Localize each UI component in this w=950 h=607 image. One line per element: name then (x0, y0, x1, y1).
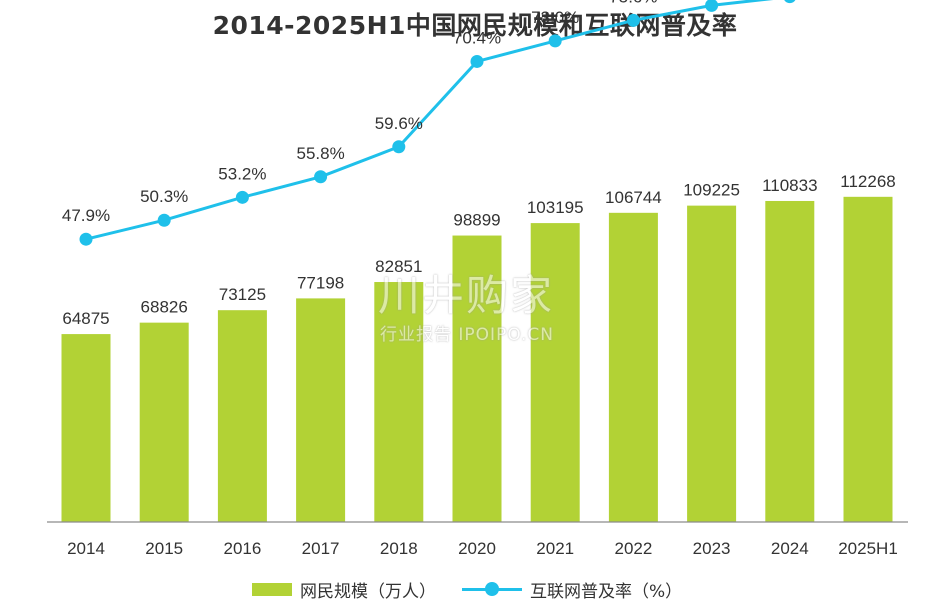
bar-value-label-2022: 106744 (605, 188, 662, 207)
bar-value-label-2017: 77198 (297, 273, 344, 292)
line-value-label-2018: 59.6% (375, 114, 423, 133)
line-value-label-2017: 55.8% (296, 144, 344, 163)
bar-value-label-2014: 64875 (62, 309, 109, 328)
legend-line-swatch (462, 582, 522, 596)
x-tick-2014: 2014 (67, 539, 105, 558)
legend-item-bar: 网民规模（万人） (252, 574, 436, 604)
x-tick-labels: 2014 2015 2016 2017 2018 2020 2021 2022 2023 2024… (67, 539, 898, 558)
legend-bar-swatch (252, 582, 292, 596)
bar-2021 (530, 223, 580, 522)
line-point-2016 (235, 190, 249, 204)
line-value-label-2021: 73.0% (531, 8, 579, 27)
bar-2023 (687, 205, 737, 522)
line-value-label-2016: 53.2% (218, 164, 266, 183)
line-value-labels: 47.9% 50.3% 53.2% 55.8% 59.6% 70.4% 73.0% 75.6%… (62, 0, 658, 225)
combo-chart: 64875 68826 73125 77198 82851 98899 103195 1067… (47, 0, 908, 558)
line-value-label-2015: 50.3% (140, 187, 188, 206)
bar-2022 (608, 212, 658, 522)
bar-2017 (296, 298, 346, 522)
line-point-2023 (705, 0, 719, 12)
bar-value-label-2025H1: 112268 (840, 172, 895, 191)
line-point-2017 (314, 170, 328, 184)
bar-value-label-2016: 73125 (219, 285, 266, 304)
line-point-2022 (626, 13, 640, 27)
bar-value-label-2024: 110833 (762, 176, 817, 195)
x-tick-2015: 2015 (145, 539, 183, 558)
bar-2016 (217, 310, 267, 522)
line-value-label-2022: 75.6% (609, 0, 657, 6)
x-tick-2025H1: 2025H1 (838, 539, 898, 558)
x-tick-2024: 2024 (771, 539, 809, 558)
line-points (79, 0, 796, 246)
bar-2024 (765, 200, 815, 522)
bar-2018 (374, 282, 424, 522)
x-tick-2021: 2021 (536, 539, 574, 558)
line-point-2021 (548, 34, 562, 48)
bar-value-label-2023: 109225 (683, 181, 740, 200)
bar-2020 (452, 235, 502, 522)
bar-2025H1 (843, 196, 893, 522)
line-point-2015 (157, 213, 171, 227)
x-tick-2020: 2020 (458, 539, 496, 558)
bar-series (61, 196, 893, 522)
legend-bar-label: 网民规模（万人） (300, 581, 436, 602)
bar-value-label-2018: 82851 (375, 257, 422, 276)
x-tick-2022: 2022 (614, 539, 652, 558)
bar-value-labels: 64875 68826 73125 77198 82851 98899 103195 1067… (62, 172, 895, 328)
bar-2015 (139, 322, 189, 522)
line-value-label-2014: 47.9% (62, 206, 110, 225)
x-tick-2017: 2017 (302, 539, 340, 558)
bar-2014 (61, 334, 111, 522)
line-point-2018 (392, 140, 406, 154)
legend: 网民规模（万人） 互联网普及率（%） (0, 574, 950, 604)
bar-value-label-2020: 98899 (453, 211, 500, 230)
legend-line-label: 互联网普及率（%） (530, 581, 683, 602)
line-value-label-2020: 70.4% (453, 28, 501, 47)
line-point-2024 (784, 0, 796, 4)
x-tick-2016: 2016 (223, 539, 261, 558)
bar-value-label-2021: 103195 (527, 198, 584, 217)
legend-item-line: 互联网普及率（%） (462, 574, 682, 604)
line-point-2014 (79, 232, 93, 246)
x-tick-2018: 2018 (380, 539, 418, 558)
line-point-2020 (470, 54, 484, 68)
bar-value-label-2015: 68826 (141, 298, 188, 317)
x-tick-2023: 2023 (693, 539, 731, 558)
